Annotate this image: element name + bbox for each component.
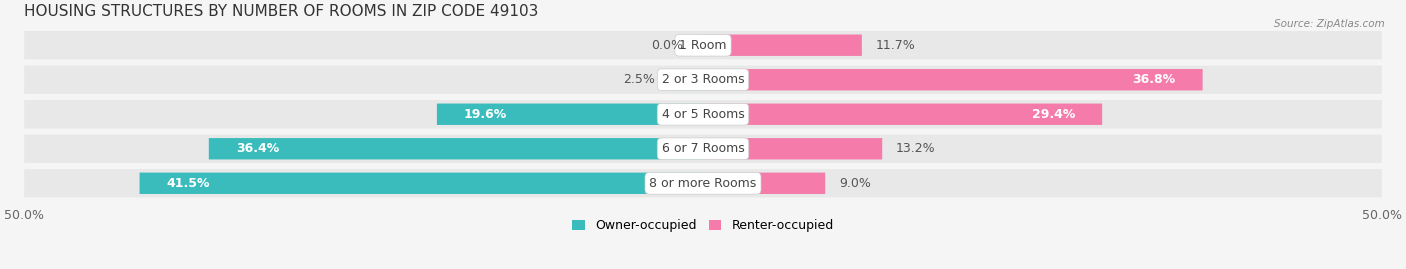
Text: 9.0%: 9.0% [839,177,870,190]
Text: 19.6%: 19.6% [464,108,508,121]
FancyBboxPatch shape [669,69,703,90]
Text: 36.4%: 36.4% [236,142,280,155]
Text: Source: ZipAtlas.com: Source: ZipAtlas.com [1274,19,1385,29]
Text: 11.7%: 11.7% [876,39,915,52]
FancyBboxPatch shape [703,34,862,56]
FancyBboxPatch shape [703,138,882,160]
FancyBboxPatch shape [139,173,703,194]
Text: 1 Room: 1 Room [679,39,727,52]
Legend: Owner-occupied, Renter-occupied: Owner-occupied, Renter-occupied [568,214,838,237]
FancyBboxPatch shape [437,104,703,125]
Text: HOUSING STRUCTURES BY NUMBER OF ROOMS IN ZIP CODE 49103: HOUSING STRUCTURES BY NUMBER OF ROOMS IN… [24,4,538,19]
Text: 2.5%: 2.5% [624,73,655,86]
FancyBboxPatch shape [209,138,703,160]
Text: 36.8%: 36.8% [1132,73,1175,86]
FancyBboxPatch shape [24,31,1382,59]
FancyBboxPatch shape [703,69,1202,90]
FancyBboxPatch shape [24,100,1382,128]
Text: 29.4%: 29.4% [1032,108,1076,121]
FancyBboxPatch shape [703,173,825,194]
Text: 13.2%: 13.2% [896,142,935,155]
Text: 41.5%: 41.5% [167,177,211,190]
Text: 4 or 5 Rooms: 4 or 5 Rooms [662,108,744,121]
FancyBboxPatch shape [24,169,1382,197]
Text: 6 or 7 Rooms: 6 or 7 Rooms [662,142,744,155]
Text: 2 or 3 Rooms: 2 or 3 Rooms [662,73,744,86]
Text: 0.0%: 0.0% [651,39,683,52]
FancyBboxPatch shape [703,104,1102,125]
FancyBboxPatch shape [24,134,1382,163]
Text: 8 or more Rooms: 8 or more Rooms [650,177,756,190]
FancyBboxPatch shape [24,66,1382,94]
